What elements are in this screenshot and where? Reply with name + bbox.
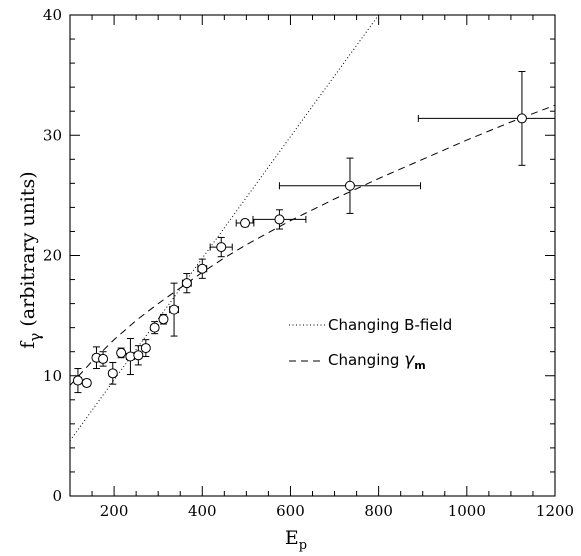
y-axis-title: fγ (arbitrary units): [17, 171, 44, 348]
data-point-marker: [140, 343, 151, 354]
y-tick-label: 20: [43, 247, 62, 265]
model-curves: [70, 15, 555, 441]
data-point: [149, 321, 160, 335]
data-point: [417, 71, 555, 166]
data-points: [72, 71, 555, 394]
data-point-marker: [274, 214, 285, 225]
data-point-marker: [216, 242, 227, 253]
x-axis-title: Ep: [285, 527, 307, 553]
x-tick-label: 200: [100, 502, 129, 520]
data-point: [98, 351, 109, 367]
data-point: [158, 313, 169, 325]
data-point: [181, 273, 192, 294]
plot-area: 200 400 600 800 1000 1200 0 10 20 30 40: [43, 6, 574, 520]
legend-label-gamma-sub: m: [414, 359, 425, 372]
legend-label-gamma: Changing: [328, 351, 404, 369]
y-tick-label: 10: [43, 367, 62, 385]
x-tick-label: 400: [188, 502, 217, 520]
x-axis-label: E: [285, 527, 299, 549]
x-tick-label: 600: [276, 502, 305, 520]
legend: Changing B-field Changing γm: [289, 316, 452, 372]
data-point-marker: [197, 263, 208, 274]
data-point: [81, 377, 92, 388]
data-point-marker: [81, 377, 92, 388]
data-point: [133, 345, 144, 366]
data-point-marker: [107, 368, 118, 379]
tick-labels: 200 400 600 800 1000 1200 0 10 20 30 40: [43, 6, 574, 520]
data-point: [197, 258, 208, 279]
svg-text:Ep: Ep: [285, 527, 307, 553]
data-point-marker: [181, 278, 192, 289]
plot-frame: [69, 14, 556, 497]
y-tick-label: 30: [43, 126, 62, 144]
data-point: [107, 362, 118, 385]
svg-text:Changing B-field: Changing B-field: [328, 316, 452, 334]
data-point-marker: [116, 347, 127, 358]
data-point-marker: [72, 375, 83, 386]
axis-ticks: [69, 14, 556, 497]
data-point: [235, 218, 255, 229]
data-point-marker: [516, 113, 527, 124]
data-point-marker: [133, 350, 144, 361]
y-axis-label-sub: γ: [26, 333, 44, 342]
x-tick-label: 1000: [448, 502, 486, 520]
x-tick-label: 1200: [536, 502, 574, 520]
x-tick-label: 800: [364, 502, 393, 520]
data-point: [278, 157, 422, 214]
data-point-marker: [158, 314, 169, 325]
data-point: [140, 339, 151, 358]
svg-text:fγ (arbitrary units): fγ (arbitrary units): [17, 171, 44, 348]
y-tick-label: 0: [52, 487, 62, 505]
curve-gamma-m: [70, 104, 555, 386]
x-axis-label-sub: p: [299, 538, 307, 553]
legend-label-gamma-symbol: γ: [404, 350, 415, 370]
data-point: [116, 347, 127, 359]
y-tick-label: 40: [43, 6, 62, 24]
y-axis-label: f: [17, 340, 39, 349]
data-point-marker: [169, 304, 180, 315]
y-axis-label-suffix: (arbitrary units): [17, 171, 39, 326]
curve-b-field: [70, 15, 380, 441]
data-point-marker: [240, 218, 251, 229]
data-point-marker: [344, 180, 355, 191]
data-point: [72, 368, 83, 394]
data-point: [209, 236, 233, 258]
data-point-marker: [149, 322, 160, 333]
data-point-marker: [98, 353, 109, 364]
data-point: [252, 209, 307, 230]
data-point: [169, 282, 180, 337]
svg-text:Changing γm: Changing γm: [328, 350, 426, 372]
legend-label-b-field: Changing B-field: [328, 316, 452, 334]
